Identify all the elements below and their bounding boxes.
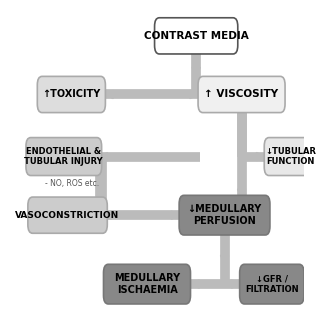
FancyBboxPatch shape bbox=[155, 18, 238, 54]
Text: - NO, ROS etc.: - NO, ROS etc. bbox=[45, 179, 99, 188]
Text: CONTRAST MEDIA: CONTRAST MEDIA bbox=[144, 31, 249, 41]
Text: ↓GFR /
FILTRATION: ↓GFR / FILTRATION bbox=[245, 275, 299, 294]
Text: ↑ VISCOSITY: ↑ VISCOSITY bbox=[204, 90, 279, 100]
FancyBboxPatch shape bbox=[198, 76, 285, 113]
FancyBboxPatch shape bbox=[103, 264, 190, 304]
Text: ↓MEDULLARY
PERFUSION: ↓MEDULLARY PERFUSION bbox=[188, 204, 262, 226]
Text: ↑TOXICITY: ↑TOXICITY bbox=[42, 90, 100, 100]
Text: ↓TUBULAR
FUNCTION: ↓TUBULAR FUNCTION bbox=[265, 147, 316, 166]
Text: ENDOTHELIAL &
TUBULAR INJURY: ENDOTHELIAL & TUBULAR INJURY bbox=[25, 147, 103, 166]
FancyBboxPatch shape bbox=[240, 264, 304, 304]
Text: VASOCONSTRICTION: VASOCONSTRICTION bbox=[15, 211, 120, 220]
Text: MEDULLARY
ISCHAEMIA: MEDULLARY ISCHAEMIA bbox=[114, 273, 180, 295]
FancyBboxPatch shape bbox=[28, 197, 107, 233]
FancyBboxPatch shape bbox=[264, 138, 317, 175]
FancyBboxPatch shape bbox=[26, 138, 102, 175]
FancyBboxPatch shape bbox=[37, 76, 105, 113]
FancyBboxPatch shape bbox=[179, 195, 270, 235]
